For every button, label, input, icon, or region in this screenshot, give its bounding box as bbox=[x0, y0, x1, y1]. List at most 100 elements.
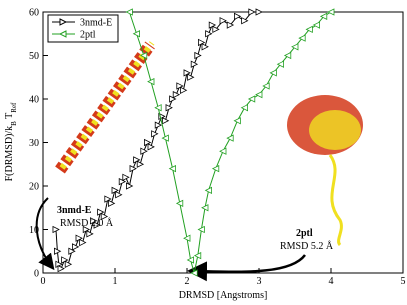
marker bbox=[298, 34, 306, 42]
legend-box bbox=[47, 14, 119, 43]
legend-marker bbox=[58, 30, 67, 38]
marker bbox=[211, 164, 220, 173]
marker bbox=[327, 8, 335, 16]
marker bbox=[54, 247, 62, 255]
marker bbox=[198, 38, 206, 47]
legend-label: 2ptl bbox=[80, 30, 96, 41]
arrow bbox=[187, 254, 306, 282]
marker bbox=[241, 17, 249, 25]
marker bbox=[269, 69, 277, 77]
marker bbox=[93, 221, 101, 229]
marker bbox=[122, 173, 130, 181]
marker bbox=[233, 117, 241, 125]
annotation-name: 2ptl bbox=[296, 228, 313, 239]
marker bbox=[132, 30, 140, 38]
marker bbox=[305, 25, 313, 34]
marker bbox=[183, 69, 191, 77]
marker bbox=[168, 164, 176, 173]
marker bbox=[204, 186, 212, 194]
marker bbox=[312, 21, 320, 29]
marker bbox=[61, 256, 69, 264]
marker bbox=[190, 269, 198, 277]
marker bbox=[247, 95, 256, 103]
y-axis-label: F(DRMSD)/kB TRef bbox=[4, 102, 18, 181]
marker bbox=[129, 164, 137, 173]
marker bbox=[147, 143, 155, 151]
marker bbox=[154, 121, 163, 129]
marker bbox=[139, 51, 148, 60]
marker bbox=[219, 17, 227, 25]
marker bbox=[205, 30, 213, 38]
marker bbox=[52, 225, 60, 234]
marker bbox=[104, 195, 112, 203]
marker bbox=[144, 138, 152, 147]
y-tick-label: 40 bbox=[29, 95, 39, 106]
marker bbox=[79, 238, 87, 247]
marker bbox=[64, 260, 73, 268]
marker bbox=[108, 199, 116, 208]
marker bbox=[100, 212, 109, 221]
marker bbox=[136, 160, 145, 168]
annotation-text: RMSD 5.2 Å bbox=[280, 240, 334, 252]
y-tick-label: 30 bbox=[29, 138, 39, 149]
marker bbox=[187, 73, 195, 81]
marker bbox=[255, 91, 263, 99]
marker bbox=[219, 147, 227, 155]
marker bbox=[133, 156, 141, 164]
marker bbox=[172, 91, 181, 99]
y-label-part: B bbox=[10, 121, 18, 126]
marker bbox=[72, 243, 80, 251]
marker bbox=[283, 51, 292, 60]
marker bbox=[68, 247, 76, 255]
marker bbox=[262, 82, 270, 90]
marker bbox=[125, 8, 133, 16]
marker bbox=[190, 60, 199, 68]
marker bbox=[175, 199, 184, 208]
marker bbox=[197, 225, 205, 234]
marker bbox=[118, 178, 127, 186]
y-tick-label: 0 bbox=[34, 269, 39, 280]
marker bbox=[234, 12, 242, 20]
marker bbox=[248, 8, 256, 16]
marker bbox=[180, 86, 188, 94]
marker bbox=[193, 251, 202, 260]
protein-helix bbox=[55, 41, 155, 174]
marker bbox=[319, 12, 328, 20]
marker bbox=[111, 186, 119, 194]
y-label-part: F(DRMSD)/k bbox=[4, 126, 15, 182]
x-tick-label: 5 bbox=[401, 276, 406, 287]
marker bbox=[240, 104, 248, 112]
marker bbox=[82, 225, 91, 234]
marker bbox=[115, 191, 123, 199]
marker bbox=[201, 204, 209, 212]
y-label-part: Ref bbox=[10, 102, 18, 113]
y-tick-label: 50 bbox=[29, 51, 39, 62]
legend-marker bbox=[59, 18, 68, 26]
marker bbox=[276, 60, 284, 68]
marker bbox=[226, 21, 235, 29]
marker bbox=[161, 134, 169, 142]
x-tick-label: 4 bbox=[329, 276, 334, 287]
legend-label: 3nmd-E bbox=[80, 18, 112, 29]
marker bbox=[154, 104, 162, 112]
marker bbox=[291, 43, 299, 51]
marker bbox=[126, 182, 134, 190]
y-tick-label: 60 bbox=[29, 8, 39, 19]
x-tick-label: 1 bbox=[113, 276, 118, 287]
marker bbox=[86, 230, 94, 238]
marker bbox=[208, 21, 217, 29]
marker bbox=[212, 25, 220, 34]
annotation-text: RMSD 2.0 Å bbox=[60, 217, 114, 229]
annotation-name: 3nmd-E bbox=[57, 205, 92, 216]
x-tick-label: 0 bbox=[41, 276, 46, 287]
marker bbox=[140, 147, 148, 155]
marker bbox=[201, 43, 209, 51]
marker bbox=[186, 256, 194, 264]
x-axis-label: DRMSD [Angstroms] bbox=[179, 290, 268, 301]
x-tick-label: 3 bbox=[257, 276, 262, 287]
x-tick-label: 2 bbox=[185, 276, 190, 287]
arrow bbox=[35, 197, 55, 271]
marker bbox=[162, 117, 170, 125]
marker bbox=[176, 82, 184, 90]
y-label-part: T bbox=[4, 113, 15, 121]
